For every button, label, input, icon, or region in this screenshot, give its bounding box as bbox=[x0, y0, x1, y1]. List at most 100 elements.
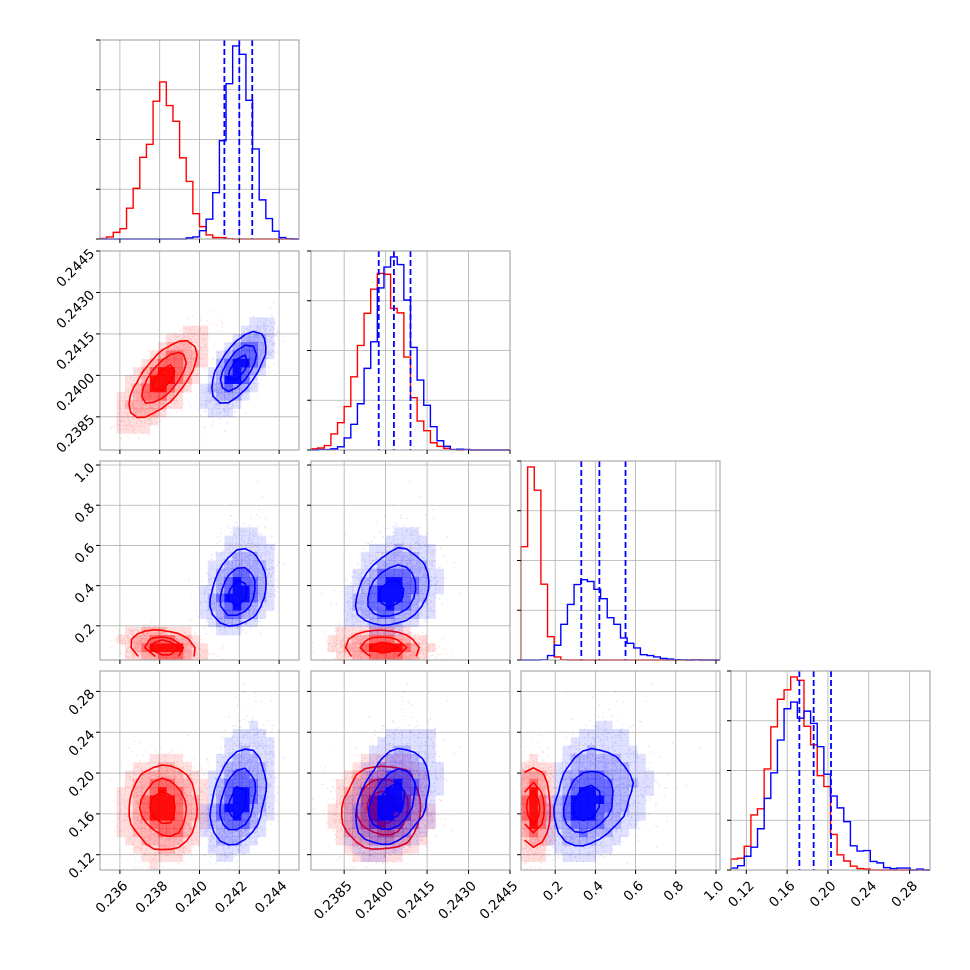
density-cell bbox=[410, 762, 420, 771]
density-cell bbox=[579, 762, 588, 771]
density-cell bbox=[612, 795, 621, 804]
density-cell bbox=[595, 762, 605, 771]
density-cell bbox=[166, 392, 175, 401]
density-cell bbox=[116, 803, 126, 813]
density-cell bbox=[360, 643, 370, 652]
density-cell bbox=[427, 753, 436, 763]
density-cell bbox=[174, 836, 184, 846]
density-cell bbox=[402, 651, 411, 660]
density-cell bbox=[562, 845, 572, 854]
density-cell bbox=[241, 325, 250, 335]
density-cell bbox=[241, 527, 250, 536]
density-cell bbox=[427, 560, 436, 570]
density-cell bbox=[199, 325, 209, 335]
contour-line bbox=[378, 782, 406, 821]
density-cell bbox=[344, 585, 353, 594]
density-cell bbox=[385, 845, 395, 854]
density-cell bbox=[149, 416, 159, 426]
density-cell bbox=[249, 753, 258, 763]
density-cell bbox=[529, 770, 538, 780]
density-cell bbox=[207, 602, 217, 611]
density-cell bbox=[207, 560, 217, 570]
density-cell bbox=[410, 812, 420, 821]
x-tick-label: 0.12 bbox=[725, 878, 758, 911]
y-tick-label: 0.8 bbox=[72, 500, 99, 527]
density-cell bbox=[265, 762, 275, 771]
contour-line bbox=[378, 580, 405, 608]
density-cell bbox=[265, 568, 275, 578]
x-tick-label: 0.2445 bbox=[477, 878, 522, 923]
x-tick-label: 0.244 bbox=[252, 878, 291, 917]
density-cell bbox=[369, 643, 378, 652]
density-cell bbox=[335, 795, 345, 804]
contour-line bbox=[140, 351, 188, 404]
density-cell bbox=[224, 342, 233, 351]
density-cell bbox=[257, 729, 267, 738]
y-tick-label: 0.2430 bbox=[53, 287, 98, 332]
density-cell bbox=[149, 358, 159, 368]
density-cell bbox=[402, 828, 411, 838]
density-cell bbox=[216, 778, 225, 788]
density-cell bbox=[595, 729, 605, 738]
density-cell bbox=[435, 577, 444, 586]
density-cell bbox=[327, 820, 337, 829]
density-cell bbox=[174, 753, 184, 763]
density-cell bbox=[521, 845, 530, 854]
density-cell bbox=[257, 342, 267, 351]
density-cell bbox=[182, 342, 192, 351]
density-cell bbox=[587, 753, 596, 763]
density-cell bbox=[377, 853, 386, 862]
density-cell bbox=[418, 828, 428, 838]
density-cell bbox=[369, 853, 378, 862]
density-cell bbox=[224, 408, 233, 418]
density-cell bbox=[427, 812, 436, 821]
contour-line bbox=[128, 764, 198, 851]
histogram-series-1 bbox=[521, 579, 720, 661]
density-cell bbox=[410, 602, 420, 611]
density-cell bbox=[427, 820, 436, 829]
density-cell bbox=[124, 383, 134, 393]
density-cell bbox=[158, 358, 167, 368]
density-cell bbox=[385, 803, 395, 813]
density-cell bbox=[344, 593, 353, 603]
density-cell bbox=[410, 585, 420, 594]
density-cell bbox=[620, 729, 630, 738]
density-cell bbox=[579, 803, 588, 813]
density-cell bbox=[224, 753, 233, 763]
density-cell bbox=[579, 729, 588, 738]
density-cell bbox=[257, 535, 267, 545]
density-cell bbox=[537, 762, 547, 771]
density-cell bbox=[637, 787, 646, 796]
density-cell bbox=[645, 770, 654, 780]
density-cell bbox=[224, 560, 233, 570]
density-cell bbox=[418, 643, 428, 652]
density-cell bbox=[385, 737, 395, 746]
density-cell bbox=[116, 416, 126, 426]
density-cell bbox=[410, 745, 420, 755]
density-cell bbox=[182, 635, 192, 644]
density-cell bbox=[241, 552, 250, 561]
density-cell bbox=[603, 770, 613, 780]
density-cell bbox=[199, 828, 209, 838]
density-cell bbox=[133, 425, 142, 434]
density-cell bbox=[265, 795, 275, 804]
density-cell bbox=[149, 383, 159, 393]
density-cell bbox=[133, 643, 142, 652]
density-cell bbox=[427, 568, 436, 578]
density-cell bbox=[207, 778, 217, 788]
density-cell bbox=[587, 787, 596, 796]
density-cell bbox=[402, 753, 411, 763]
density-cell bbox=[174, 770, 184, 780]
density-cell bbox=[377, 560, 386, 570]
density-cell bbox=[191, 375, 200, 384]
density-cell bbox=[377, 610, 386, 619]
density-cell bbox=[141, 812, 151, 821]
density-cell bbox=[360, 795, 370, 804]
density-cell bbox=[377, 853, 386, 862]
contour-line bbox=[219, 566, 256, 617]
density-cell bbox=[418, 610, 428, 619]
density-cell bbox=[410, 643, 420, 652]
density-cell bbox=[141, 836, 151, 846]
density-cell bbox=[410, 836, 420, 846]
density-cell bbox=[174, 853, 184, 862]
